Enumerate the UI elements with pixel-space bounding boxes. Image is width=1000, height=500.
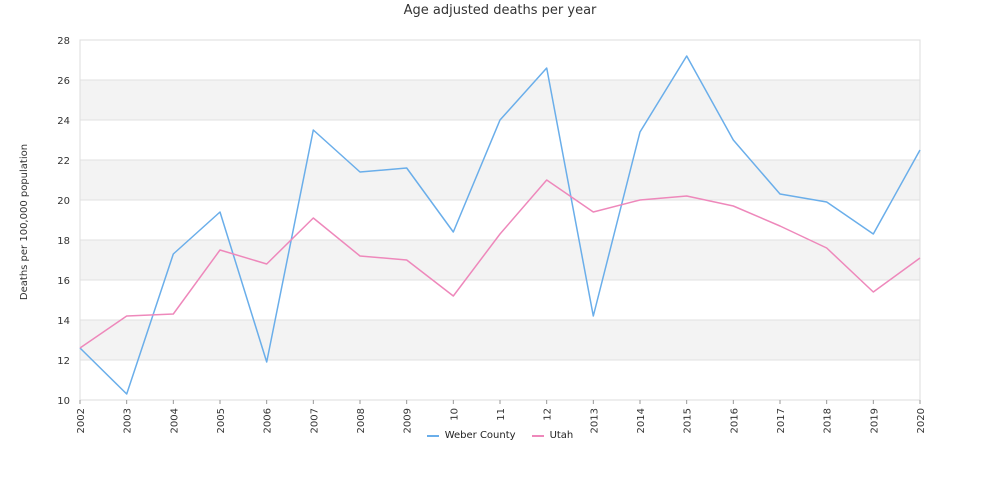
legend-label: Utah [549,430,574,441]
legend-label: Weber County [444,430,516,441]
x-tick-label: 2003 [123,408,134,433]
background-band [80,160,920,200]
chart-title: Age adjusted deaths per year [403,3,597,18]
x-tick-label: 12 [543,408,554,421]
x-tick-label: 2006 [263,408,274,433]
legend: Weber County Utah [0,430,1000,441]
x-tick-label: 2020 [916,408,927,433]
series-lines [79,55,921,395]
legend-swatch [426,434,439,437]
legend-item-utah[interactable]: Utah [531,430,574,441]
series-line-weber-county [79,55,921,395]
y-tick-label: 26 [57,76,70,87]
y-tick-label: 22 [57,156,70,167]
y-tick-label: 24 [57,116,70,127]
x-tick-label: 2016 [729,408,740,433]
y-tick-label: 16 [57,276,70,287]
y-axis-label: Deaths per 100,000 population [19,144,30,300]
background-band [80,240,920,280]
x-tick-label: 2015 [683,408,694,433]
x-tick-label: 2014 [636,408,647,433]
x-tick-label: 2007 [309,408,320,433]
legend-swatch [531,434,544,437]
x-tick-label: 2017 [776,408,787,433]
background-band [80,80,920,120]
y-tick-label: 12 [57,356,70,367]
y-tick-label: 18 [57,236,70,247]
x-tick-label: 2019 [869,408,880,433]
series-line-utah [79,179,921,349]
y-tick-label: 20 [57,196,70,207]
y-tick-label: 14 [57,316,70,327]
x-axis-ticks: 2002 2003 2004 2005 2006 2007 2008 2009 10 11 12 20… [76,400,927,433]
x-tick-label: 2013 [589,408,600,433]
legend-item-weber-county[interactable]: Weber County [426,430,516,441]
x-tick-label: 2005 [216,408,227,433]
x-tick-label: 2018 [823,408,834,433]
x-tick-label: 11 [496,408,507,421]
x-tick-label: 2004 [169,408,180,433]
x-tick-label: 2002 [76,408,87,433]
x-tick-label: 2009 [403,408,414,433]
x-tick-label: 2008 [356,408,367,433]
y-tick-label: 10 [57,396,70,407]
x-tick-label: 10 [449,408,460,421]
background-bands [80,80,920,360]
y-tick-label: 28 [57,36,70,47]
y-axis-ticks: 10 12 14 16 18 20 22 24 26 28 [57,36,70,407]
background-band [80,320,920,360]
